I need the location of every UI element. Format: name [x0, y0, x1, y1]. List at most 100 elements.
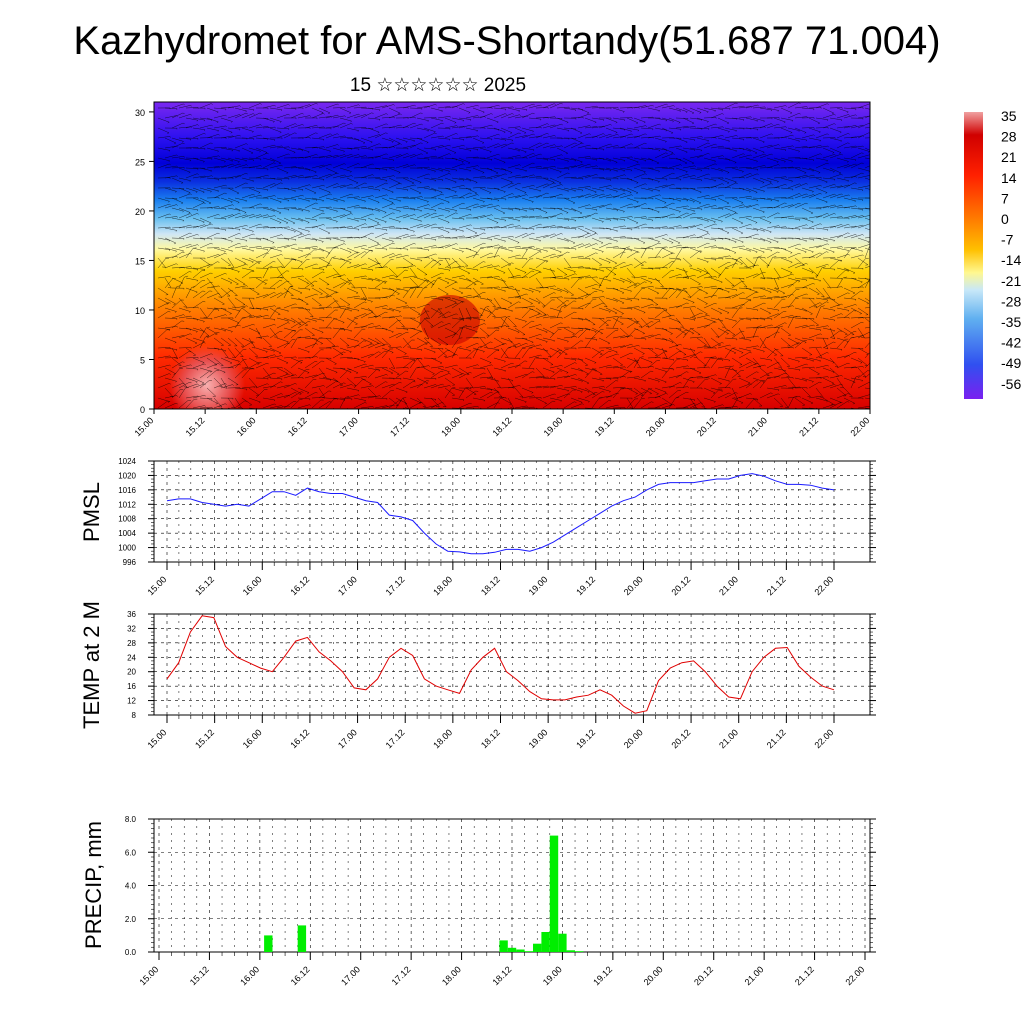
wind-barb — [388, 382, 402, 389]
x-tick-label: 17.12 — [388, 415, 411, 438]
wind-barb — [780, 127, 793, 134]
wind-barb — [794, 127, 807, 134]
wind-barb — [549, 193, 563, 199]
wind-barb — [563, 187, 577, 192]
wind-barb — [857, 317, 870, 319]
wind-barb — [591, 391, 605, 399]
wind-barb — [745, 291, 759, 299]
wind-barb — [297, 321, 311, 329]
wind-barb — [717, 147, 731, 150]
wind-barb — [591, 397, 603, 409]
wind-barb — [500, 106, 514, 109]
wind-barb — [311, 156, 325, 159]
wind-barb — [521, 371, 535, 379]
wind-barb — [332, 274, 346, 279]
wind-barb — [276, 197, 290, 202]
wind-barb — [381, 274, 395, 279]
wind-barb — [213, 337, 225, 346]
wind-barb — [221, 227, 234, 230]
colorbar-label: -42 — [1001, 335, 1021, 351]
wind-barb — [766, 277, 780, 280]
wind-barb — [164, 402, 178, 409]
wind-barb — [724, 135, 738, 139]
wind-barb — [311, 113, 325, 119]
wind-barb — [829, 205, 843, 209]
wind-barb — [185, 173, 199, 179]
wind-barb — [696, 107, 709, 113]
wind-barb — [353, 155, 367, 159]
wind-barb — [815, 227, 829, 231]
wind-barb — [360, 406, 374, 409]
wind-barb — [500, 337, 513, 344]
wind-barb — [514, 405, 528, 409]
wind-barb — [311, 337, 324, 345]
wind-barb — [367, 297, 381, 300]
wind-barb — [843, 205, 857, 209]
wind-barb — [367, 237, 380, 245]
wind-barb — [353, 379, 366, 389]
wind-barb — [465, 253, 479, 259]
wind-barb — [808, 327, 822, 332]
wind-barb — [199, 335, 210, 349]
wind-barb — [255, 279, 268, 289]
wind-barb — [325, 367, 338, 374]
wind-barb — [430, 357, 443, 364]
wind-barb — [199, 197, 212, 205]
wind-barb — [262, 403, 276, 409]
wind-barb — [178, 333, 192, 339]
wind-barb — [661, 287, 675, 291]
wind-barb — [507, 174, 521, 179]
wind-barb — [591, 350, 605, 359]
wind-barb — [458, 167, 472, 172]
wind-barb — [535, 367, 545, 377]
wind-barb — [423, 317, 434, 327]
wind-barb — [626, 147, 640, 150]
wind-barb — [402, 104, 416, 109]
wind-barb — [836, 247, 850, 252]
wind-barb — [745, 345, 759, 349]
wind-barb — [843, 352, 857, 359]
wind-barb — [402, 116, 416, 119]
wind-barb — [423, 237, 437, 241]
wind-barb — [584, 267, 598, 272]
wind-barb — [808, 297, 818, 308]
wind-barb — [297, 127, 311, 130]
x-tick-label: 16.00 — [235, 415, 258, 438]
wind-barb — [626, 157, 639, 164]
wind-barb — [689, 250, 703, 259]
wind-barb — [843, 387, 854, 397]
wind-barb — [269, 137, 283, 140]
wind-barb — [612, 277, 625, 283]
wind-barb — [794, 257, 806, 266]
wind-barb — [290, 217, 304, 222]
wind-barb — [304, 197, 318, 202]
wind-barb — [402, 275, 416, 279]
wind-barb — [437, 307, 446, 318]
wind-barb — [290, 317, 302, 326]
colorbar-ramp — [964, 112, 983, 399]
chart-title: Kazhydromet for AMS-Shortandy(51.687 71.… — [73, 19, 940, 63]
wind-barb — [269, 366, 283, 369]
wind-barb — [696, 345, 710, 349]
wind-barb — [409, 112, 423, 119]
wind-barb — [605, 257, 618, 265]
wind-barb — [843, 297, 857, 301]
y-tick-label: 0.0 — [125, 948, 137, 957]
wind-barb — [185, 213, 199, 219]
wind-barb — [157, 287, 169, 296]
wind-barb — [507, 385, 521, 389]
wind-barb — [556, 172, 570, 179]
wind-barb — [815, 264, 829, 269]
wind-barb — [332, 347, 344, 356]
wind-barb — [213, 217, 227, 220]
wind-barb — [766, 212, 780, 219]
wind-barb — [451, 217, 465, 221]
wind-barb — [332, 267, 342, 277]
wind-barb — [402, 207, 416, 211]
wind-barb — [808, 302, 822, 309]
wind-barb — [339, 184, 353, 189]
wind-barb — [409, 207, 423, 212]
wind-barb — [507, 164, 521, 169]
pmsl-ylabel: PMSL — [79, 482, 104, 542]
wind-barb — [858, 197, 870, 200]
